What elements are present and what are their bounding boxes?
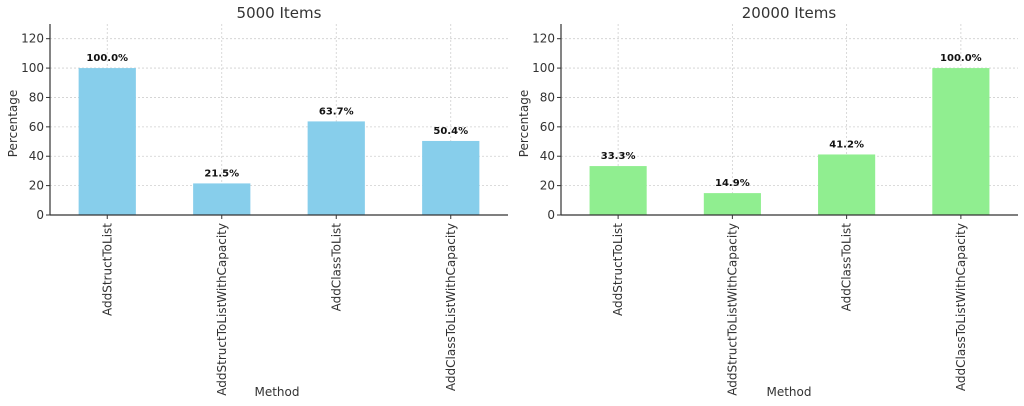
bar-data-label: 21.5% (204, 168, 239, 179)
x-tick-label: AddClassToList (840, 223, 854, 312)
x-axis-label: Method (254, 385, 299, 399)
y-tick-label: 0 (36, 208, 44, 222)
chart-title: 5000 Items (237, 4, 322, 22)
bar-data-label: 50.4% (433, 126, 468, 137)
bar (307, 121, 365, 215)
y-tick-label: 60 (29, 120, 44, 134)
y-tick-label: 120 (21, 32, 44, 46)
bar-data-label: 33.3% (601, 151, 636, 162)
x-tick-label: AddStructToListWithCapacity (725, 223, 739, 396)
x-tick-label: AddStructToList (100, 223, 114, 316)
chart-panel-2: 20000 Items 0 20 40 60 80 100 120 33.3% 14.9% 41.2… (517, 4, 1018, 399)
y-tick-label: 40 (29, 149, 44, 163)
y-axis-label: Percentage (6, 90, 20, 158)
y-tick-label: 80 (29, 90, 44, 104)
y-tick-label: 20 (29, 179, 44, 193)
chart-panel-1: 5000 Items 0 20 40 60 80 100 120 100.0% 21.5% 63.7… (6, 4, 508, 399)
y-tick-label: 100 (532, 61, 555, 75)
x-tick-label: AddClassToList (329, 223, 343, 312)
y-tick-label: 120 (532, 32, 555, 46)
y-tick-label: 20 (540, 179, 555, 193)
y-tick-label: 60 (540, 120, 555, 134)
x-tick-label: AddClassToListWithCapacity (954, 223, 968, 391)
bar-data-label: 41.2% (829, 139, 864, 150)
bar-data-label: 14.9% (715, 178, 750, 189)
x-axis-label: Method (766, 385, 811, 399)
y-tick-label: 100 (21, 61, 44, 75)
bar-data-label: 100.0% (940, 53, 982, 64)
bar (422, 140, 480, 215)
bar (193, 183, 251, 215)
bar (703, 193, 761, 215)
x-tick-label: AddStructToListWithCapacity (215, 223, 229, 396)
bar (589, 166, 647, 215)
bar-data-label: 100.0% (86, 53, 128, 64)
y-tick-label: 0 (547, 208, 555, 222)
bar (78, 68, 136, 215)
bar-data-label: 63.7% (319, 106, 354, 117)
y-tick-label: 80 (540, 90, 555, 104)
bar (932, 68, 990, 215)
y-axis-label: Percentage (517, 90, 531, 158)
y-tick-label: 40 (540, 149, 555, 163)
chart-title: 20000 Items (742, 4, 837, 22)
x-tick-label: AddStructToList (611, 223, 625, 316)
bar (818, 154, 876, 215)
x-tick-label: AddClassToListWithCapacity (444, 223, 458, 391)
